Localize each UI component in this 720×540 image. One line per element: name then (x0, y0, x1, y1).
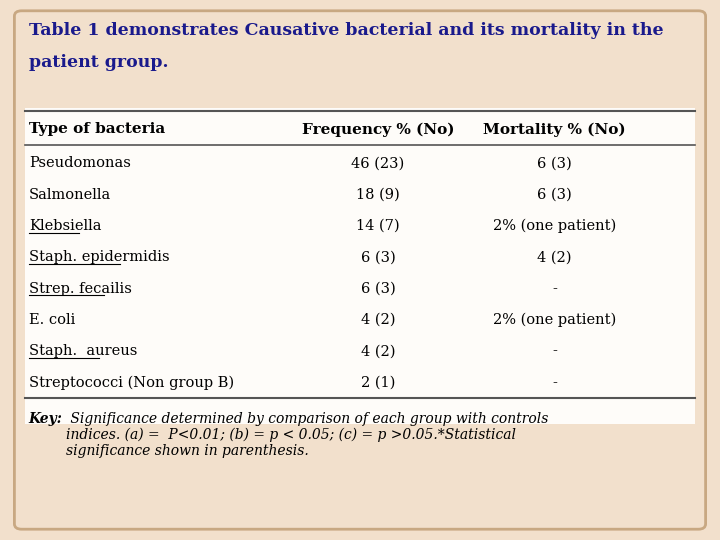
Text: Key:: Key: (29, 411, 63, 426)
Text: 18 (9): 18 (9) (356, 188, 400, 202)
Text: Type of bacteria: Type of bacteria (29, 123, 165, 137)
Text: Streptococci (Non group B): Streptococci (Non group B) (29, 375, 234, 390)
Text: Frequency % (No): Frequency % (No) (302, 122, 454, 137)
Text: -: - (552, 376, 557, 390)
Text: Table 1 demonstrates Causative bacterial and its mortality in the: Table 1 demonstrates Causative bacterial… (29, 22, 663, 38)
Text: 2% (one patient): 2% (one patient) (492, 219, 616, 233)
Text: 46 (23): 46 (23) (351, 157, 405, 171)
Text: 4 (2): 4 (2) (361, 345, 395, 359)
Text: -: - (552, 345, 557, 359)
Text: Klebsiella: Klebsiella (29, 219, 102, 233)
Text: Significance determined by comparison of each group with controls
indices. (a) =: Significance determined by comparison of… (66, 411, 549, 458)
Text: Staph. epidermidis: Staph. epidermidis (29, 251, 169, 265)
Text: E. coli: E. coli (29, 313, 75, 327)
Text: Mortality % (No): Mortality % (No) (483, 122, 626, 137)
Text: 6 (3): 6 (3) (537, 157, 572, 171)
Text: 6 (3): 6 (3) (361, 251, 395, 265)
Text: 4 (2): 4 (2) (361, 313, 395, 327)
Text: 6 (3): 6 (3) (537, 188, 572, 202)
Text: 6 (3): 6 (3) (361, 282, 395, 296)
Text: 2% (one patient): 2% (one patient) (492, 313, 616, 327)
Text: 4 (2): 4 (2) (537, 251, 572, 265)
Text: Salmonella: Salmonella (29, 188, 111, 202)
Text: patient group.: patient group. (29, 54, 168, 71)
Text: 14 (7): 14 (7) (356, 219, 400, 233)
Text: 2 (1): 2 (1) (361, 376, 395, 390)
Text: Staph.  aureus: Staph. aureus (29, 345, 138, 359)
Text: Pseudomonas: Pseudomonas (29, 157, 130, 171)
Text: -: - (552, 282, 557, 296)
Text: Strep. fecailis: Strep. fecailis (29, 282, 132, 296)
